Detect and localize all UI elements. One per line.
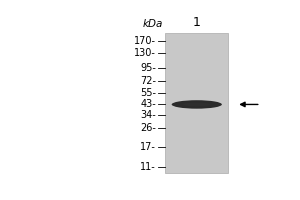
Text: 34-: 34- [140,110,156,120]
Text: 43-: 43- [140,99,156,109]
Ellipse shape [183,103,211,106]
Text: 130-: 130- [134,48,156,58]
Text: 72-: 72- [140,76,156,86]
Text: 11-: 11- [140,162,156,172]
Text: kDa: kDa [143,19,163,29]
Text: 170-: 170- [134,36,156,46]
Ellipse shape [172,100,222,109]
Text: 26-: 26- [140,123,156,133]
Text: 55-: 55- [140,88,156,98]
Text: 1: 1 [193,16,201,29]
Text: 17-: 17- [140,142,156,152]
Text: 95-: 95- [140,63,156,73]
